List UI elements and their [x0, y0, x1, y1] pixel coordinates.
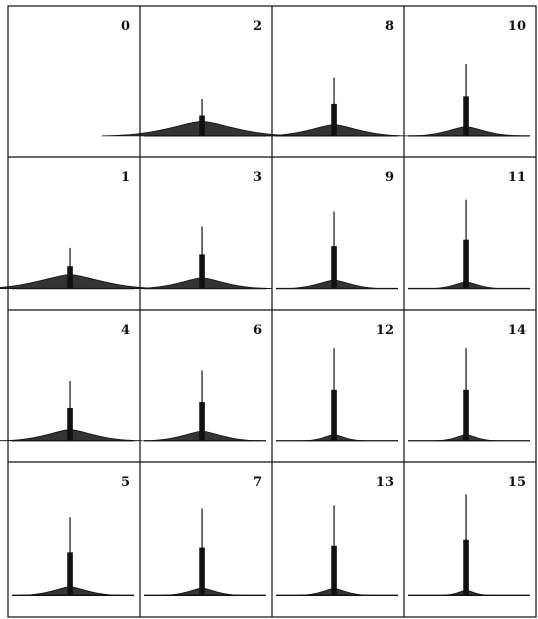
panel-label: 2: [253, 19, 262, 34]
panel-label: 15: [508, 475, 526, 490]
panel-label: 9: [385, 170, 394, 185]
panel-label: 14: [508, 323, 526, 338]
panel-label: 1: [121, 170, 130, 185]
panel-label: 0: [121, 19, 130, 34]
panel-label: 7: [253, 475, 262, 490]
panel-label: 11: [508, 170, 526, 185]
panel-label: 8: [385, 19, 394, 34]
panel-label: 12: [376, 323, 394, 338]
panel-label: 3: [253, 170, 262, 185]
panel-label: 6: [253, 323, 262, 338]
panel-label: 4: [121, 323, 130, 338]
panel-label: 13: [376, 475, 394, 490]
panel-label: 5: [121, 475, 130, 490]
panel-label: 10: [508, 19, 526, 34]
peak-shoulder: [0, 274, 167, 289]
